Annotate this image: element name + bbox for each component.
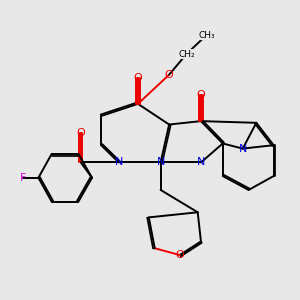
Text: CH₃: CH₃ (198, 31, 215, 40)
Text: O: O (196, 90, 205, 100)
Text: N: N (156, 158, 165, 167)
Text: O: O (76, 128, 85, 138)
Text: O: O (165, 70, 173, 80)
Text: N: N (197, 158, 205, 167)
Text: F: F (20, 173, 27, 183)
Text: CH₂: CH₂ (178, 50, 195, 58)
Text: O: O (134, 73, 142, 83)
Text: O: O (176, 250, 184, 260)
Text: N: N (238, 144, 247, 154)
Text: N: N (115, 158, 123, 167)
